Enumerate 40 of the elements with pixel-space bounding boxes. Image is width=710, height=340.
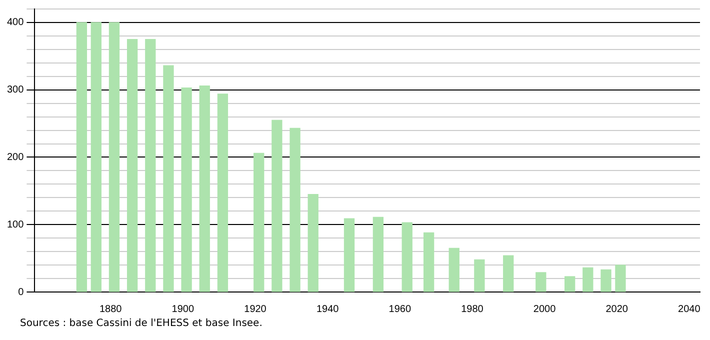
source-note: Sources : base Cassini de l'EHESS et base Insee. <box>20 318 264 329</box>
bar <box>600 269 612 292</box>
bar <box>372 216 384 292</box>
bar <box>344 218 355 292</box>
x-tick-label: 1980 <box>461 304 484 315</box>
x-tick-label: 2000 <box>533 304 556 315</box>
bar <box>145 38 156 292</box>
y-tick-label: 300 <box>6 84 24 96</box>
y-tick-label: 100 <box>6 219 24 230</box>
x-tick-label: 1880 <box>99 304 122 315</box>
x-tick-label: 1900 <box>172 304 194 315</box>
bar <box>199 85 210 292</box>
bar <box>308 194 318 292</box>
bar <box>503 255 514 292</box>
bar <box>423 232 434 292</box>
x-tick-label: 1940 <box>316 304 340 315</box>
bar <box>582 267 594 292</box>
bar <box>272 120 282 292</box>
y-tick-label: 200 <box>6 152 24 163</box>
bar <box>217 94 228 292</box>
y-tick-label: 400 <box>6 17 24 28</box>
bar <box>108 22 120 292</box>
bar <box>615 264 626 292</box>
y-tick-label: 0 <box>18 286 24 298</box>
bar <box>536 272 546 292</box>
x-tick-label: 1960 <box>388 304 412 315</box>
bar <box>254 152 264 292</box>
bar <box>126 38 138 292</box>
bar <box>290 128 300 292</box>
bar <box>181 88 192 292</box>
bar <box>474 259 485 292</box>
x-tick-label: 1920 <box>244 304 267 315</box>
bar <box>564 276 576 292</box>
bar <box>448 248 460 292</box>
bar <box>163 65 174 292</box>
x-tick-label: 2020 <box>606 304 628 315</box>
bar <box>76 22 88 292</box>
bar <box>90 22 102 292</box>
bar <box>402 222 412 292</box>
x-tick-label: 2040 <box>678 304 701 315</box>
